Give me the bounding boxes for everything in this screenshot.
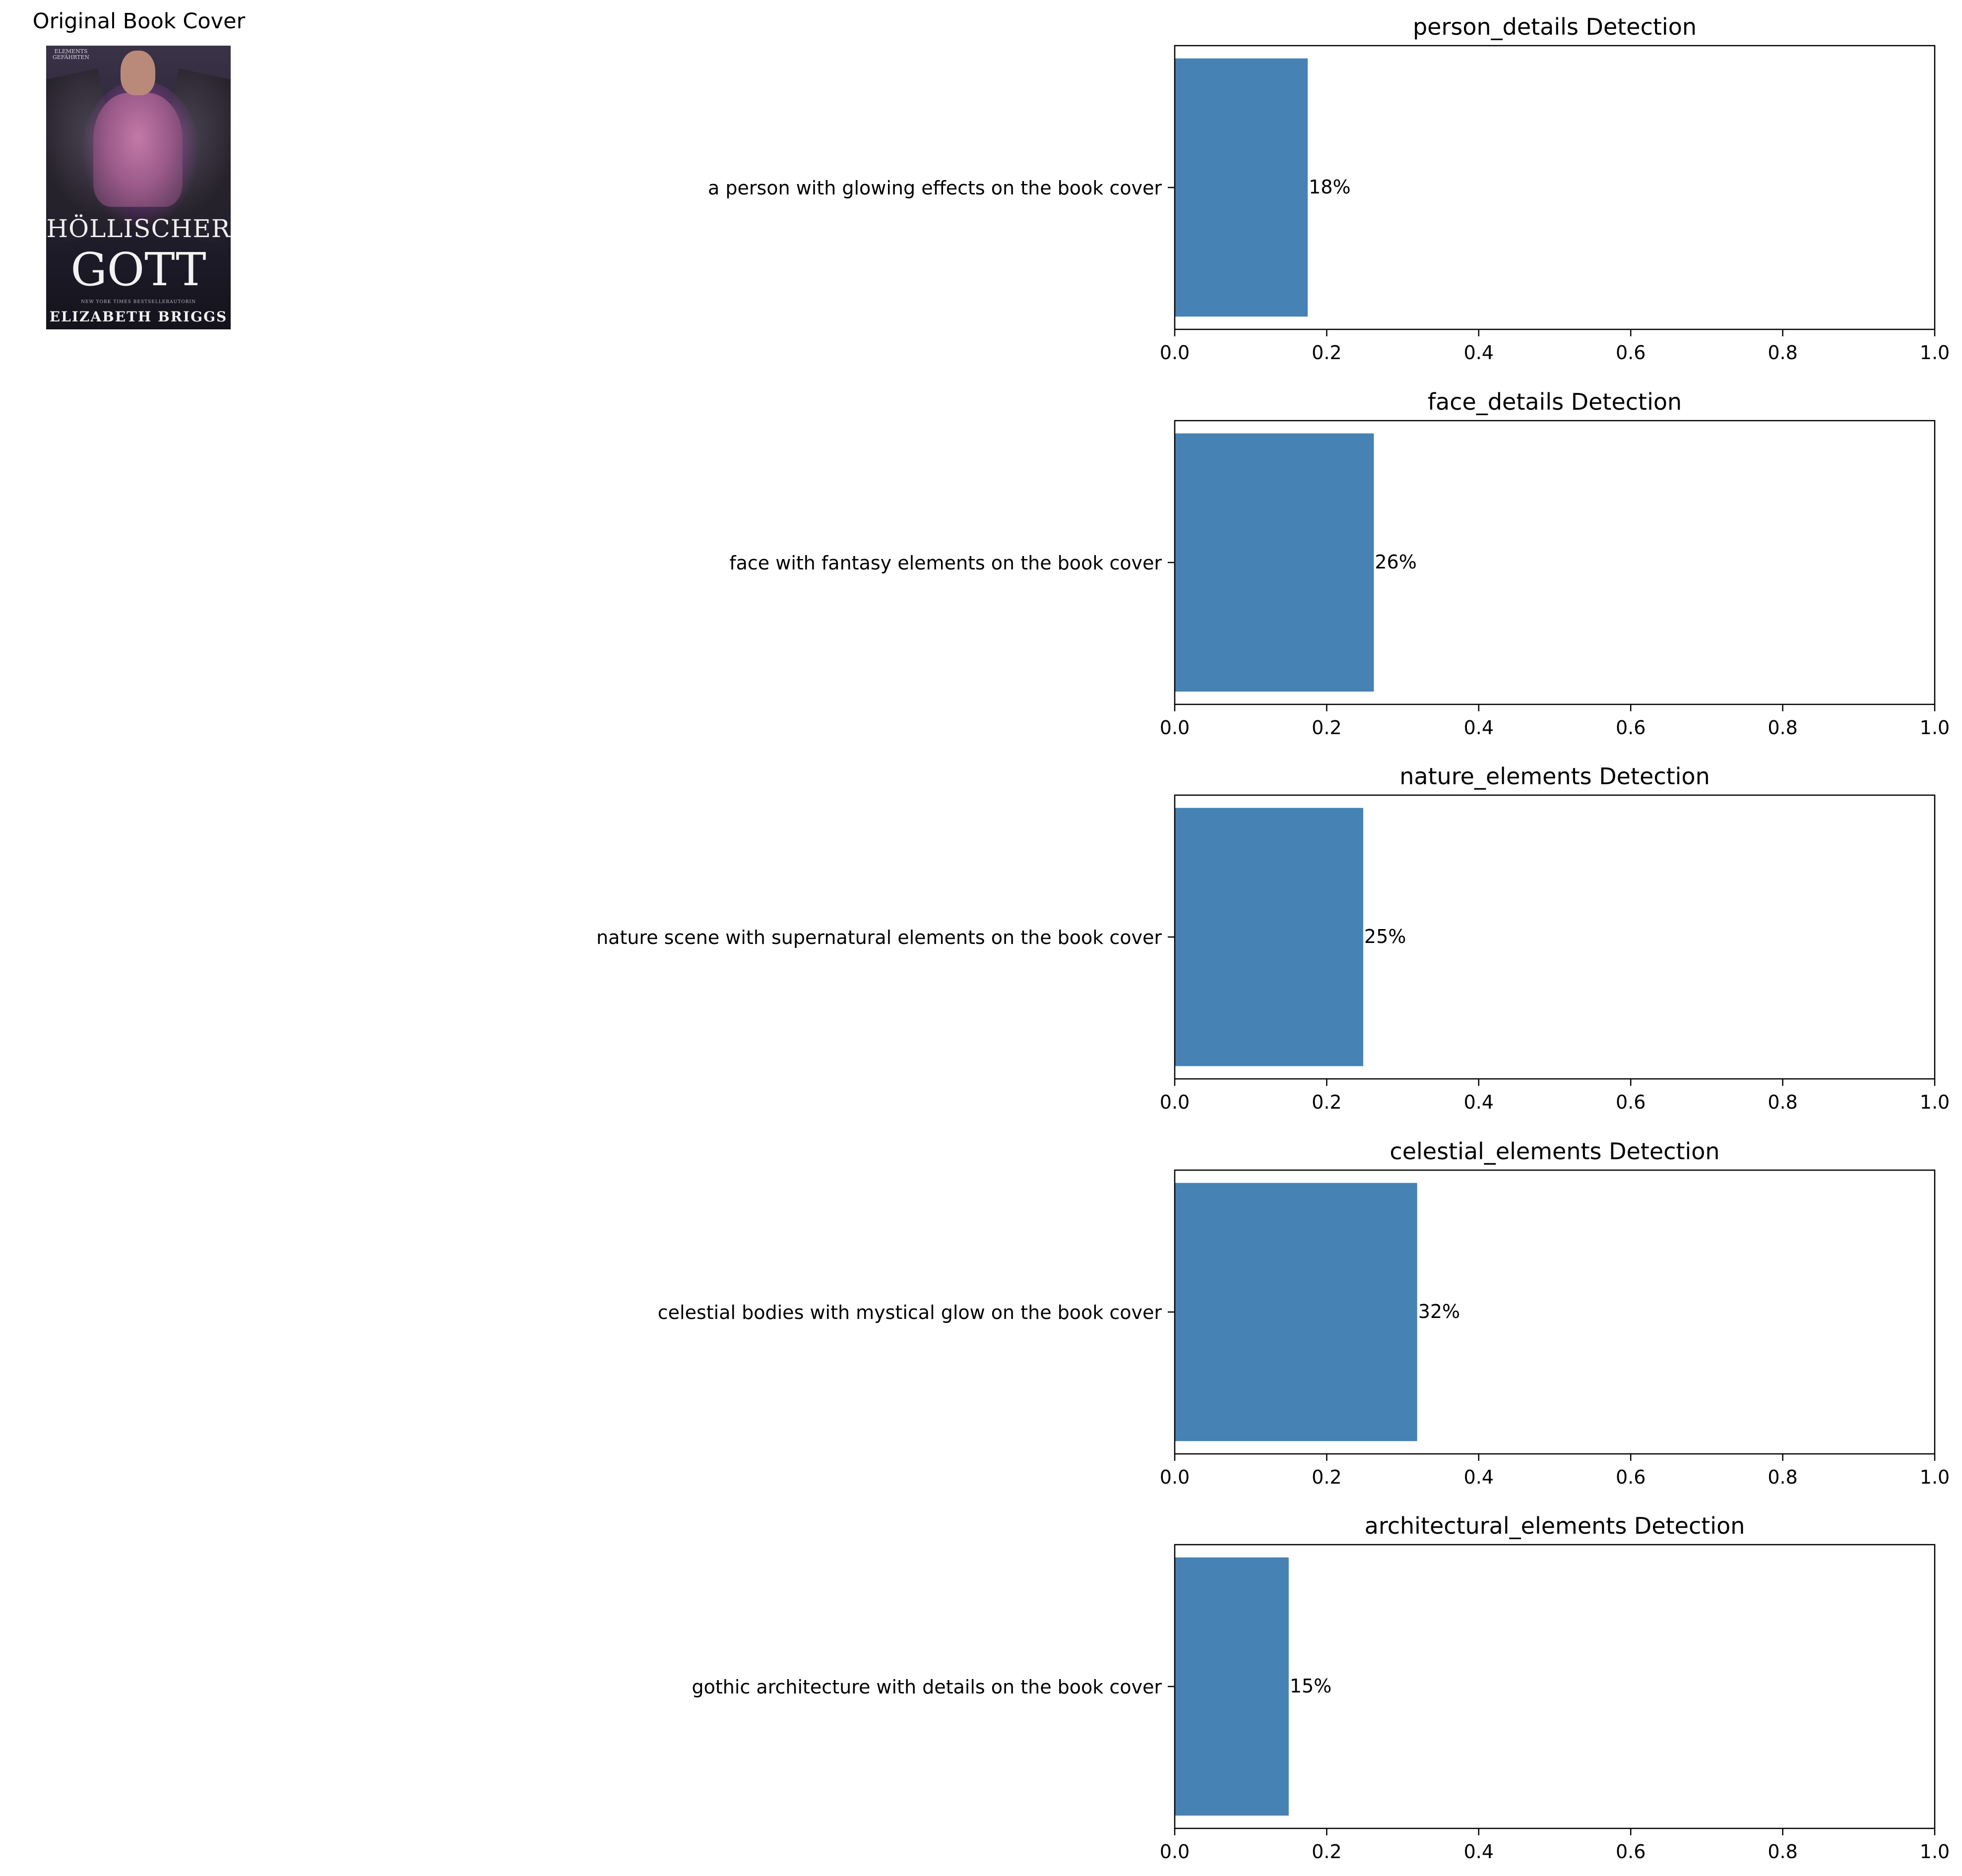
cover-tagline: NEW YORK TIMES BESTSELLERAUTORIN: [81, 300, 196, 305]
bar-3: [1175, 808, 1363, 1066]
book-cover-image: ELEMENTS GEFÄHRTEN HÖLLISCHER GOTT NEW Y…: [46, 46, 231, 329]
x-tick-label-5-4: 0.8: [1768, 1841, 1797, 1863]
cover-title-line2: GOTT: [70, 243, 206, 296]
value-label-4: 32%: [1418, 1301, 1460, 1322]
value-label-1: 18%: [1309, 176, 1350, 198]
x-tick-label-3-4: 0.8: [1768, 1091, 1797, 1113]
x-tick-label-2-4: 0.8: [1768, 717, 1797, 739]
bar-4: [1175, 1183, 1417, 1441]
chart-title-1: person_details Detection: [1413, 13, 1697, 40]
cover-series-text: ELEMENTS GEFÄHRTEN: [52, 48, 90, 61]
x-tick-label-1-5: 1.0: [1920, 342, 1950, 364]
chart-title-3: nature_elements Detection: [1399, 763, 1709, 790]
bar-2: [1175, 433, 1374, 692]
x-tick-label-5-2: 0.4: [1464, 1841, 1494, 1863]
value-label-2: 26%: [1375, 551, 1416, 573]
x-tick-label-3-5: 1.0: [1920, 1091, 1950, 1113]
x-tick-label-5-5: 1.0: [1920, 1841, 1950, 1863]
x-tick-label-5-3: 0.6: [1616, 1841, 1646, 1863]
figure-torso: [93, 93, 183, 207]
x-tick-label-1-2: 0.4: [1464, 342, 1494, 364]
category-label-3: nature scene with supernatural elements …: [596, 927, 1162, 948]
x-tick-label-2-1: 0.2: [1312, 717, 1341, 739]
x-tick-label-4-0: 0.0: [1160, 1466, 1190, 1488]
x-tick-label-3-1: 0.2: [1312, 1091, 1341, 1113]
chart-title-2: face_details Detection: [1428, 388, 1682, 415]
x-tick-label-2-5: 1.0: [1920, 717, 1950, 739]
x-tick-label-1-1: 0.2: [1312, 342, 1341, 364]
x-tick-label-4-2: 0.4: [1464, 1466, 1494, 1488]
x-tick-label-3-3: 0.6: [1616, 1091, 1646, 1113]
x-tick-label-4-5: 1.0: [1920, 1466, 1950, 1488]
x-tick-label-3-0: 0.0: [1160, 1091, 1190, 1113]
cover-title-line1: HÖLLISCHER: [46, 214, 231, 243]
value-label-3: 25%: [1364, 926, 1406, 947]
x-tick-label-4-1: 0.2: [1312, 1466, 1341, 1488]
chart-title-5: architectural_elements Detection: [1365, 1512, 1745, 1539]
category-label-2: face with fantasy elements on the book c…: [729, 552, 1162, 574]
cover-author: ELIZABETH BRIGGS: [49, 309, 228, 325]
x-tick-label-4-4: 0.8: [1768, 1466, 1797, 1488]
x-tick-label-3-2: 0.4: [1464, 1091, 1494, 1113]
x-tick-label-5-0: 0.0: [1160, 1841, 1190, 1863]
value-label-5: 15%: [1290, 1675, 1331, 1697]
figure-head: [121, 51, 155, 95]
category-label-1: a person with glowing effects on the boo…: [708, 177, 1162, 199]
x-tick-label-2-0: 0.0: [1160, 717, 1190, 739]
chart-title-4: celestial_elements Detection: [1390, 1138, 1719, 1165]
x-tick-label-2-3: 0.6: [1616, 717, 1646, 739]
x-tick-label-1-3: 0.6: [1616, 342, 1646, 364]
bar-1: [1175, 58, 1308, 317]
category-label-5: gothic architecture with details on the …: [692, 1676, 1162, 1698]
x-tick-label-5-1: 0.2: [1312, 1841, 1341, 1863]
bar-5: [1175, 1557, 1289, 1816]
x-tick-label-1-0: 0.0: [1160, 342, 1190, 364]
cover-heading: Original Book Cover: [32, 9, 246, 34]
x-tick-label-2-2: 0.4: [1464, 717, 1494, 739]
category-label-4: celestial bodies with mystical glow on t…: [658, 1302, 1162, 1323]
x-tick-label-1-4: 0.8: [1768, 342, 1797, 364]
x-tick-label-4-3: 0.6: [1616, 1466, 1646, 1488]
